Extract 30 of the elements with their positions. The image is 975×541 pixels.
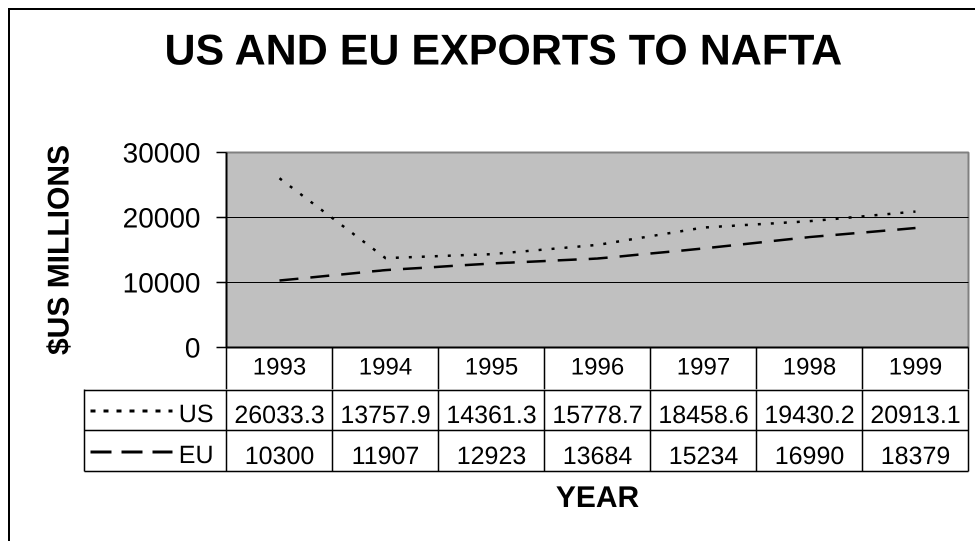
x-tick-label: 1997 xyxy=(676,354,730,380)
data-label: 11907 xyxy=(352,442,420,470)
data-label: 16990 xyxy=(774,442,844,470)
data-label: 10300 xyxy=(244,442,314,470)
y-tick-label: 20000 xyxy=(122,202,201,234)
data-label: 18379 xyxy=(880,442,950,470)
x-tick-label: 1998 xyxy=(782,354,836,380)
data-label: 20913.1 xyxy=(870,401,961,429)
data-label: 12923 xyxy=(456,442,526,470)
chart-title: US AND EU EXPORTS TO NAFTA xyxy=(164,26,842,74)
y-tick-label: 0 xyxy=(184,332,201,364)
data-label: 18458.6 xyxy=(658,401,749,429)
x-tick-label: 1994 xyxy=(358,354,412,380)
data-label: 15778.7 xyxy=(552,401,643,429)
data-label: 19430.2 xyxy=(764,401,855,429)
y-tick-label: 10000 xyxy=(122,268,201,298)
y-tick-label: 30000 xyxy=(122,138,201,168)
legend-label: EU xyxy=(178,441,214,469)
data-label: 13757.9 xyxy=(340,401,431,429)
x-tick-label: 1999 xyxy=(888,354,942,380)
y-axis-title: $US MILLIONS xyxy=(42,144,76,356)
x-tick-label: 1995 xyxy=(464,354,518,380)
x-tick-label: 1993 xyxy=(252,354,306,380)
data-label: 14361.3 xyxy=(446,401,537,429)
x-tick-label: 1996 xyxy=(570,354,624,380)
data-label: 15234 xyxy=(668,442,738,470)
x-axis-title: YEAR xyxy=(556,481,640,514)
data-label: 13684 xyxy=(562,442,632,470)
data-label: 26033.3 xyxy=(234,401,325,429)
legend-label: US xyxy=(178,400,214,428)
